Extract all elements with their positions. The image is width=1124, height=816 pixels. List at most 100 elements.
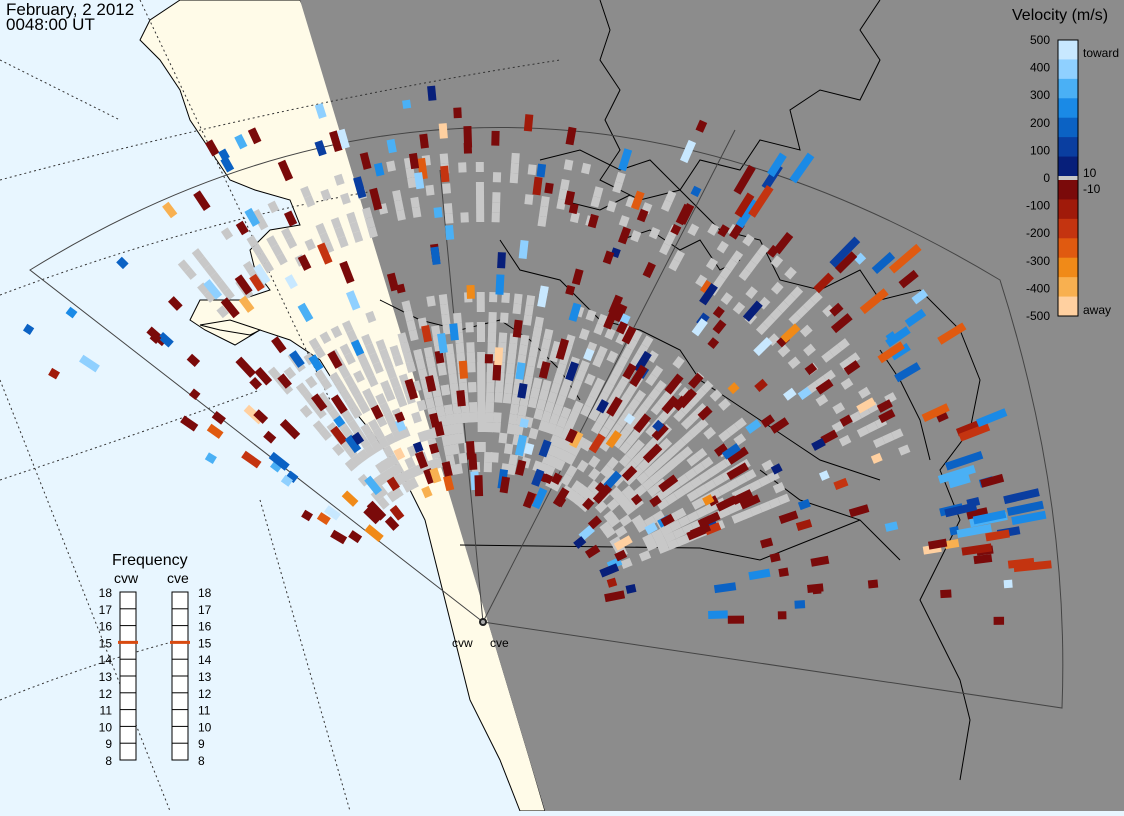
colorbar-tick-label: 300 xyxy=(1030,88,1050,102)
ground-scatter-cell xyxy=(680,416,694,430)
ground-scatter-cell xyxy=(705,257,719,271)
ground-scatter-cell xyxy=(837,338,850,351)
ground-scatter-cell xyxy=(308,398,321,412)
ground-scatter-cell xyxy=(357,448,370,462)
ground-scatter-cell xyxy=(525,365,535,378)
ground-scatter-cell xyxy=(397,471,409,485)
velocity-cell xyxy=(652,419,665,432)
ground-scatter-cell xyxy=(344,397,357,411)
velocity-cell xyxy=(712,319,727,335)
velocity-cell xyxy=(819,470,830,481)
velocity-cell xyxy=(425,375,437,393)
ground-scatter-cell xyxy=(367,418,380,432)
ground-scatter-cell xyxy=(220,227,234,241)
ground-scatter-cell xyxy=(673,438,687,451)
velocity-cell xyxy=(345,290,361,311)
velocity-cell xyxy=(186,353,201,367)
ground-scatter-cell xyxy=(744,260,758,274)
velocity-cell xyxy=(944,502,978,518)
ground-scatter-cell xyxy=(593,186,604,199)
velocity-cell xyxy=(369,187,383,211)
velocity-cell xyxy=(625,583,637,594)
ground-scatter-cell xyxy=(494,392,504,403)
velocity-cell xyxy=(689,523,712,538)
velocity-cell xyxy=(569,430,584,449)
ground-scatter-cell xyxy=(612,181,623,194)
ground-scatter-cell xyxy=(732,301,746,315)
velocity-cell xyxy=(519,418,529,429)
ground-scatter-cell xyxy=(375,339,387,352)
velocity-cell xyxy=(713,582,737,594)
frequency-scales: 18 17 16 15 14 13 12 11 10 9 8 18 17 16 15 14 13 12 11 10 9 8 xyxy=(99,586,212,768)
velocity-cell xyxy=(468,453,478,471)
velocity-cell xyxy=(512,319,523,338)
velocity-cell xyxy=(578,524,595,541)
frequency-tick-label: 10 xyxy=(198,720,212,734)
ground-scatter-cell xyxy=(271,243,283,257)
ground-scatter-cell xyxy=(330,217,342,230)
ground-scatter-cell xyxy=(558,384,570,397)
ground-scatter-cell xyxy=(392,354,404,367)
velocity-cell xyxy=(437,332,448,354)
ground-scatter-cell xyxy=(391,474,404,488)
ground-scatter-cell xyxy=(468,382,477,393)
velocity-cell xyxy=(565,284,576,296)
ground-scatter-cell xyxy=(528,346,539,358)
colorbar-swatch-zero xyxy=(1058,176,1078,180)
velocity-cell xyxy=(704,522,722,536)
ground-scatter-cell xyxy=(511,152,520,164)
velocity-cell xyxy=(748,568,771,581)
ground-scatter-cell xyxy=(564,452,577,466)
colorbar-swatch-away xyxy=(1058,277,1078,298)
velocity-cell xyxy=(268,451,290,471)
velocity-cell xyxy=(235,220,249,236)
ground-scatter-cell xyxy=(578,360,590,373)
ground-scatter-cell xyxy=(606,200,617,213)
velocity-cell xyxy=(830,313,853,334)
velocity-cell xyxy=(542,473,554,485)
ground-scatter-cell xyxy=(386,160,396,172)
ground-scatter-cell xyxy=(718,398,731,411)
ground-scatter-cell xyxy=(790,286,804,299)
velocity-cell xyxy=(613,535,633,551)
ground-scatter-cell xyxy=(469,412,478,423)
ground-scatter-cell xyxy=(567,388,579,401)
velocity-cell xyxy=(531,487,548,510)
ground-scatter-cell xyxy=(726,423,739,437)
velocity-cell xyxy=(395,283,406,294)
velocity-cell xyxy=(621,325,637,345)
velocity-cell xyxy=(453,107,462,119)
velocity-cell xyxy=(778,510,799,524)
ground-scatter-cell xyxy=(630,411,643,425)
velocity-cell xyxy=(760,414,775,428)
ground-scatter-cell xyxy=(476,331,486,343)
velocity-cell xyxy=(359,152,372,170)
ground-scatter-cell xyxy=(772,482,786,494)
velocity-cell xyxy=(518,239,529,259)
ground-scatter-cell xyxy=(735,473,748,486)
velocity-cell xyxy=(804,362,818,376)
ground-scatter-cell xyxy=(351,453,364,467)
frequency-panel: Frequency cvw cve 1817161514131211109818… xyxy=(99,552,212,768)
ground-scatter-cell xyxy=(648,226,661,240)
velocity-cell xyxy=(1003,488,1040,505)
ground-scatter-cell xyxy=(339,388,352,402)
ground-scatter-cell xyxy=(621,346,634,360)
velocity-cell xyxy=(277,373,292,389)
ground-scatter-cell xyxy=(425,184,435,196)
ground-scatter-cell xyxy=(372,427,385,441)
ground-scatter-cell xyxy=(476,211,485,223)
velocity-cell xyxy=(206,423,224,439)
ground-scatter-cell xyxy=(631,452,645,466)
ground-scatter-cell xyxy=(488,312,497,323)
ground-scatter-cell xyxy=(666,445,679,458)
velocity-cell xyxy=(364,524,384,543)
velocity-cell xyxy=(491,130,500,146)
colorbar-swatch-away xyxy=(1058,257,1078,278)
ground-scatter-cell xyxy=(547,391,558,404)
ground-scatter-cell xyxy=(803,343,816,357)
ground-scatter-cell xyxy=(442,323,452,335)
ground-scatter-cell xyxy=(490,452,499,463)
ground-scatter-cell xyxy=(319,427,332,441)
ground-scatter-cell xyxy=(856,425,870,438)
